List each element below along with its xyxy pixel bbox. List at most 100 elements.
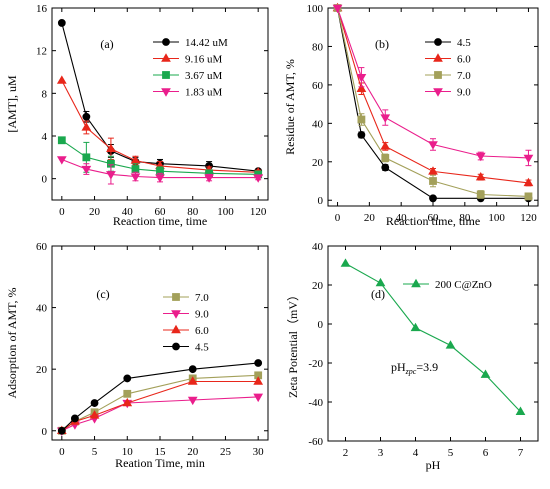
x-axis-label: Reation Time, min <box>115 456 205 470</box>
legend-marker <box>433 53 443 62</box>
x-tick-label: 5 <box>92 446 98 458</box>
x-axis-label: Reaction time, time <box>113 214 207 228</box>
series-line <box>61 362 259 432</box>
x-tick-label: 80 <box>187 206 199 218</box>
x-tick-label: 100 <box>488 212 505 224</box>
x-tick-label: 30 <box>253 446 265 458</box>
legend-label: 6.0 <box>457 54 471 66</box>
pzc-annotation: pHzpc=3.9 <box>391 360 438 376</box>
x-tick-label: 0 <box>335 212 341 224</box>
x-tick-label: 4 <box>413 447 419 459</box>
x-tick-label: 0 <box>59 206 65 218</box>
data-point <box>131 165 140 173</box>
y-axis-label: Residue of AMT, % <box>283 59 297 155</box>
series-line <box>345 263 521 413</box>
series-4 <box>56 156 264 185</box>
data-point <box>106 143 116 153</box>
y-tick-label: 40 <box>312 118 324 130</box>
x-axis-label: Reaction time, time <box>386 214 480 228</box>
legend-label: 7.0 <box>457 70 471 82</box>
data-point <box>357 115 366 124</box>
x-tick-label: 15 <box>155 446 167 458</box>
x-tick-label: 80 <box>459 212 471 224</box>
x-tick-label: 120 <box>520 212 537 224</box>
y-axis-label: Zeta Potential（mV） <box>286 289 300 398</box>
legend-marker <box>161 88 171 97</box>
y-tick-label: 16 <box>36 3 48 15</box>
data-point <box>524 192 533 201</box>
data-point <box>123 389 132 398</box>
y-tick-label: 0 <box>42 426 48 438</box>
data-point <box>56 75 67 84</box>
legend-label: 7.0 <box>195 292 209 304</box>
data-point <box>357 130 366 139</box>
y-tick-label: 60 <box>36 241 48 253</box>
x-tick-label: 60 <box>155 206 167 218</box>
legend-marker <box>411 278 421 288</box>
legend-label: 9.0 <box>195 309 209 321</box>
data-point <box>187 396 198 406</box>
series-3 <box>57 136 263 179</box>
x-tick-label: 5 <box>448 447 454 459</box>
series-4 <box>57 359 263 435</box>
x-tick-label: 7 <box>518 447 524 459</box>
y-tick-label: 20 <box>312 157 324 169</box>
pzc-annotation-rest: =3.9 <box>416 360 438 374</box>
legend-marker <box>172 293 180 301</box>
pzc-annotation-main: pH <box>391 360 406 374</box>
x-tick-label: 40 <box>122 206 134 218</box>
data-point <box>82 112 91 121</box>
data-point <box>56 156 67 165</box>
legend-label: 3.67 uM <box>185 70 223 82</box>
legend-label: 4.5 <box>195 342 209 354</box>
data-point <box>81 122 92 131</box>
series-3 <box>333 4 533 201</box>
data-point <box>332 4 343 14</box>
legend-label: 14.42 uM <box>185 37 228 49</box>
data-point <box>254 359 263 367</box>
y-tick-label: 12 <box>36 46 47 58</box>
y-tick-label: 40 <box>36 303 48 315</box>
data-point <box>106 171 116 180</box>
y-tick-label: -60 <box>308 436 323 448</box>
series-line <box>336 7 529 197</box>
data-point <box>57 19 66 27</box>
data-point <box>253 393 264 403</box>
y-tick-label: 0 <box>318 195 324 207</box>
data-point <box>380 114 391 123</box>
panel-label: (b) <box>375 37 389 51</box>
y-tick-label: 4 <box>42 131 48 143</box>
data-point <box>445 340 456 349</box>
x-tick-label: 0 <box>59 446 65 458</box>
data-point <box>90 399 99 407</box>
y-axis-label: [AMT], uM <box>5 75 19 133</box>
legend-marker <box>162 38 170 46</box>
y-tick-label: 20 <box>312 280 324 292</box>
panel-c: 0 5 10 15 20 25 30 0 20 40 60 Reation Time, min Adso… <box>5 241 269 470</box>
data-point <box>123 374 132 383</box>
y-tick-label: 8 <box>42 88 48 100</box>
x-tick-label: 20 <box>187 446 199 458</box>
legend-label: 9.16 uM <box>185 54 223 66</box>
legend-marker <box>433 88 443 97</box>
legend-marker <box>434 38 442 46</box>
data-point <box>253 174 264 183</box>
data-point <box>410 322 421 332</box>
y-tick-label: 80 <box>312 41 324 53</box>
data-point <box>429 194 437 203</box>
panel-b: 0 20 40 60 80 100 120 0 20 40 60 80 100 Reaction time… <box>283 2 539 228</box>
series-2 <box>332 2 534 187</box>
x-tick-label: 20 <box>89 206 101 218</box>
data-point <box>381 154 390 162</box>
series-line <box>61 22 259 172</box>
data-point <box>57 426 66 435</box>
y-tick-label: 0 <box>318 319 324 331</box>
data-point <box>475 171 486 181</box>
x-tick-label: 6 <box>483 447 489 459</box>
legend-label: 6.0 <box>195 325 209 337</box>
legend-label: 200 C@ZnO <box>435 279 492 291</box>
x-tick-label: 2 <box>343 447 349 459</box>
data-point <box>375 277 386 287</box>
x-tick-label: 40 <box>396 212 408 224</box>
